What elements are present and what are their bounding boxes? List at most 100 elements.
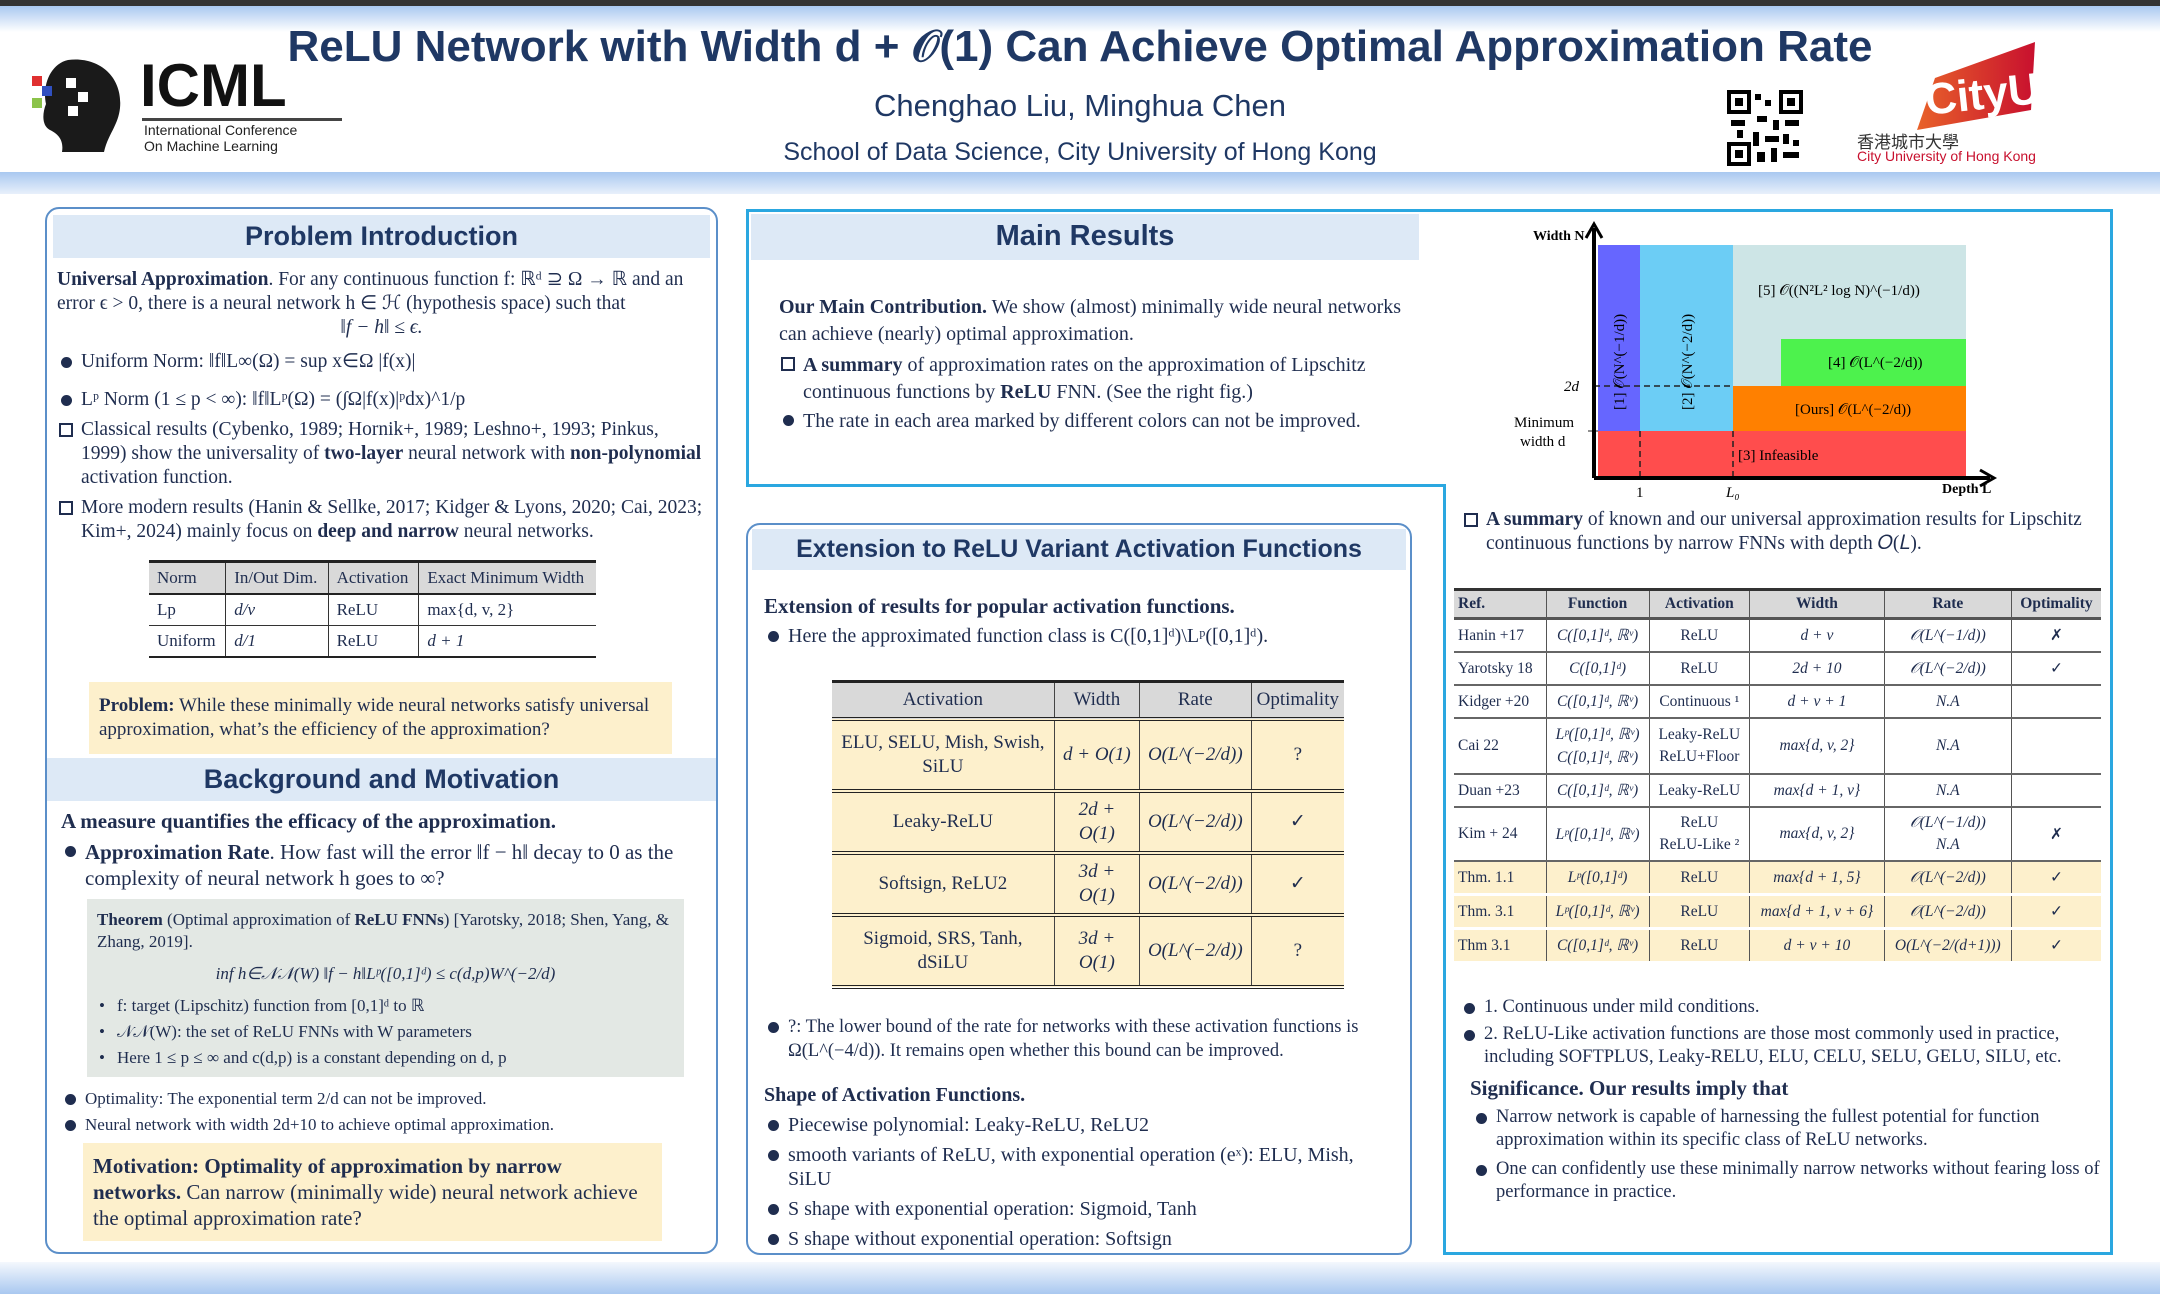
table-cell: Kim + 24 [1458,825,1518,842]
shape-text: S shape without exponential operation: S… [788,1228,1172,1250]
table-row: Thm. 1.1 Lᵖ([0,1]ᵈ) ReLU max{d + 1, 5} 𝒪(L^(… [1454,861,2101,895]
y-axis-label: Width N [1533,229,1584,244]
table-cell: N.A [1883,774,2012,807]
icml-logo-text: ICML [140,52,287,119]
table-row: Cai 22 Lᵖ([0,1]ᵈ, ℝᵛ) C([0,1]ᵈ, ℝᵛ) Leaky-R… [1454,718,2101,774]
table-header: Rate [1883,589,2012,619]
background-body: A measure quantifies the efficacy of the… [61,809,702,1241]
table-header: Norm [157,568,197,587]
cityu-logo: CityU 香港城市大學 City University of Hong Kon… [1855,40,2075,170]
theorem-text: (Optimal approximation of [162,910,355,929]
table-header: Activation [327,561,419,594]
table-cell: Lᵖ([0,1]ᵈ, ℝᵛ) [1545,807,1650,861]
table-cell: Lᵖ([0,1]ᵈ, ℝᵛ) [1545,894,1650,929]
table-cell: ReLU [1648,652,1750,685]
table-cell: d/1 [225,625,329,657]
icml-subtitle-1: International Conference [144,122,298,138]
problem-box: Problem: While these minimally wide neur… [89,682,672,754]
contribution-label: Our Main Contribution. [779,296,987,318]
classical-text: Classical results (Cybenko, 1989; Hornik… [81,419,659,464]
table-row: Leaky-ReLU 2d + O(1) O(L^(−2/d)) ✓ [832,791,1344,853]
icml-head-icon [32,59,121,152]
shape-text: smooth variants of ReLU, with exponentia… [788,1144,1354,1190]
table-header: Optimality [1250,681,1344,719]
theorem-bullet: • f: target (Lipschitz) function from [0,… [99,996,425,1015]
shape-item: S shape with exponential operation: Sigm… [764,1197,1398,1221]
left-column-panel: Problem Introduction Universal Approxima… [45,207,718,1254]
classical-results-item: Classical results (Cybenko, 1989; Hornik… [57,418,706,490]
table-header: Activation [902,689,983,710]
theorem-label: Theorem [97,910,163,929]
table-cell: d + O(1) [1053,719,1140,791]
optimality-item: Optimality: The exponential term 2/d can… [61,1087,702,1111]
caption-bold: A summary [1486,509,1583,530]
table-cell: ✓ [1250,853,1344,915]
table-cell [2010,718,2101,774]
theorem-box: Theorem (Optimal approximation of ReLU F… [87,899,684,1077]
figure-caption: A summary of known and our universal app… [1462,508,2102,556]
table-cell: Kidger +20 [1458,692,1530,710]
modern-text: More modern results (Hanin & Sellke, 201… [81,497,703,542]
table-cell: O(L^(−2/d)) [1138,915,1252,987]
classical-bold-2: non-polynomial [570,443,702,464]
footer-band [0,1262,2160,1294]
note-item: 2. ReLU-Like activation functions are th… [1460,1023,2100,1069]
summary-relu: ReLU [1000,381,1052,403]
table-cell: Sigmoid, SRS, Tanh, dSiLU [863,928,1023,973]
activation-table-header: Activation Width Rate Optimality [832,681,1344,719]
table-cell: ? [1250,915,1344,987]
caption-text: of known and our universal approximation… [1486,509,2082,554]
table-cell: C([0,1]ᵈ, ℝᵛ) [1545,928,1650,963]
table-cell: Thm 3.1 [1458,936,1511,954]
table-cell: ReLU [1648,894,1750,929]
table-header: Width [1053,681,1140,719]
header-gradient [0,6,2160,32]
modern-results-item: More modern results (Hanin & Sellke, 201… [57,496,706,544]
extension-heading: Extension to ReLU Variant Activation Fun… [752,529,1406,570]
table-cell: ReLU ReLU-Like ² [1648,807,1750,861]
table-header: Rate [1138,681,1252,719]
table-cell: ✓ [2010,861,2101,895]
table-cell: Leaky-ReLU [1648,774,1750,807]
table-cell: Leaky-ReLU ReLU+Floor [1648,718,1750,774]
y-tick-width-d: width d [1520,434,1566,450]
optimality-text: Optimality: The exponential term 2/d can… [85,1089,487,1108]
region-ours-label: [Ours] 𝒪(L^(−2/d)) [1795,402,1911,418]
table-cell: Lᵖ([0,1]ᵈ, ℝᵛ) C([0,1]ᵈ, ℝᵛ) [1545,718,1650,774]
authors: Chenghao Liu, Minghua Chen [874,88,1286,123]
theorem-bullet-text: Here 1 ≤ p ≤ ∞ and c(d,p) is a constant … [117,1048,507,1067]
table-cell: O(L^(−2/d)) [1138,719,1252,791]
table-cell: Hanin +17 [1458,626,1524,644]
main-frame-bottom [1443,1252,2113,1255]
table-cell: 3d + O(1) [1053,853,1140,915]
summary-text: of approximation rates on the approximat… [803,354,1366,403]
main-results-heading: Main Results [751,214,1419,260]
width-text: Neural network with width 2d+10 to achie… [85,1115,554,1134]
main-frame-inner [1443,484,1446,1255]
table-cell: Thm. 3.1 [1458,902,1515,920]
table-cell: 2d + O(1) [1053,791,1140,853]
table-cell: d + v + 10 [1749,928,1885,963]
table-cell: ? [1250,719,1344,791]
table-cell: 3d + O(1) [1053,915,1140,987]
x-tick-l0: L₀ [1725,485,1740,501]
qr-code-icon [1727,90,1803,166]
table-cell: ✓ [2010,894,2101,929]
summary-item: A summary of approximation rates on the … [779,352,1429,406]
table-header: Exact Minimum Width [418,561,596,594]
shape-list: Piecewise polynomial: Leaky-ReLU, ReLU2 s… [764,1113,1398,1251]
table-header: Optimality [2010,589,2101,619]
table-header: Width [1749,589,1885,619]
ua-equation: ‖f − h‖ ≤ ϵ. [340,317,423,338]
table-cell: ReLU [327,594,419,626]
table-cell: Lᵖ([0,1]ᵈ) [1545,861,1650,895]
approx-rate-text: . How fast will the error ‖f − h‖ decay … [85,840,674,890]
uniform-norm-item: Uniform Norm: ‖f‖L∞(Ω) = sup x∈Ω |f(x)| [57,350,706,374]
region-2-label: [2] 𝒪(N^(−2/d)) [1680,314,1696,410]
table-cell: N.A [1883,718,2012,774]
shape-item: S shape without exponential operation: S… [764,1227,1398,1251]
approx-rate-label: Approximation Rate [85,840,270,864]
function-class-item: Here the approximated function class is … [764,624,1398,648]
icml-subtitle-2: On Machine Learning [144,138,278,154]
